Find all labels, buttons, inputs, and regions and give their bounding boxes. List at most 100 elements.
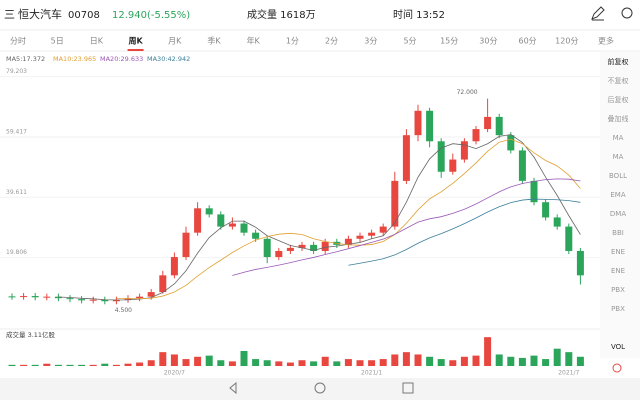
tab[interactable]: 年K bbox=[247, 36, 261, 46]
candle-body bbox=[54, 296, 62, 299]
candle-body bbox=[298, 244, 306, 248]
volume-bar bbox=[20, 364, 28, 366]
nav-home[interactable] bbox=[314, 382, 326, 394]
settings-icon[interactable] bbox=[612, 363, 622, 373]
volume-bar bbox=[321, 356, 329, 366]
tab[interactable]: 5日 bbox=[51, 37, 64, 46]
volume-bar bbox=[530, 355, 538, 366]
volume-bar bbox=[182, 359, 190, 366]
candle-body bbox=[321, 241, 329, 251]
volume-bar bbox=[112, 364, 120, 366]
candle-body bbox=[20, 296, 28, 298]
ma-line bbox=[348, 198, 581, 266]
tab[interactable]: 3分 bbox=[364, 37, 377, 46]
side-menu-item[interactable]: 不复权 bbox=[608, 76, 629, 85]
candle-body bbox=[240, 223, 248, 233]
volume-bar bbox=[368, 360, 376, 366]
candle-body bbox=[205, 208, 213, 215]
tab[interactable]: 2分 bbox=[325, 37, 338, 46]
side-menu-item[interactable]: MA bbox=[613, 153, 624, 161]
side-menu-item[interactable]: 后复权 bbox=[608, 95, 629, 104]
candle-body bbox=[576, 250, 584, 276]
stock-code: 00708 bbox=[68, 10, 100, 21]
volume-bar bbox=[66, 364, 74, 366]
tab[interactable]: 分时 bbox=[10, 36, 26, 46]
back-icon[interactable]: 三 bbox=[4, 8, 15, 21]
volume-bar bbox=[263, 360, 271, 366]
volume-bar bbox=[426, 356, 434, 366]
side-menu-item[interactable]: MA bbox=[613, 134, 624, 142]
volume-bar bbox=[89, 364, 97, 366]
tab[interactable]: 30分 bbox=[479, 37, 497, 46]
x-tick-label: 2021/1 bbox=[361, 370, 382, 377]
volume-bar bbox=[43, 363, 51, 366]
max-label: 72.000 bbox=[457, 89, 478, 96]
time-info: 时间 13:52 bbox=[393, 8, 445, 21]
volume-bar bbox=[542, 359, 550, 366]
tab[interactable]: 15分 bbox=[440, 37, 458, 46]
candle-body bbox=[43, 296, 51, 298]
volume-bar bbox=[54, 364, 62, 366]
volume-bar bbox=[460, 356, 468, 366]
side-menu-item[interactable]: PBX bbox=[611, 305, 625, 313]
candle-body bbox=[356, 235, 364, 239]
ma-line bbox=[116, 138, 581, 300]
edit-icon[interactable] bbox=[591, 6, 605, 21]
tab[interactable]: 周K bbox=[128, 37, 143, 46]
candle-body bbox=[344, 238, 352, 245]
tab[interactable]: 季K bbox=[207, 36, 221, 46]
tab[interactable]: 月K bbox=[168, 37, 182, 46]
candle-body bbox=[542, 202, 550, 218]
candle-body bbox=[66, 298, 74, 300]
volume-bar bbox=[136, 362, 144, 366]
volume-bar bbox=[402, 352, 410, 366]
volume-bar bbox=[228, 361, 236, 366]
candle-body bbox=[553, 217, 561, 227]
tab[interactable]: 1分 bbox=[286, 37, 299, 46]
side-menu-item[interactable]: DMA bbox=[610, 210, 626, 218]
candle-body bbox=[8, 296, 16, 298]
side-menu-item[interactable]: ENE bbox=[611, 267, 625, 275]
stock-price: 12.940(-5.55%) bbox=[112, 10, 190, 21]
tab[interactable]: 120分 bbox=[555, 37, 578, 46]
volume-bar bbox=[170, 354, 178, 366]
volume-bar bbox=[8, 364, 16, 366]
nav-recent[interactable] bbox=[402, 382, 414, 394]
volume-bar bbox=[333, 361, 341, 366]
side-menu-item[interactable]: ENE bbox=[611, 248, 625, 256]
side-menu-item[interactable]: EMA bbox=[610, 191, 625, 199]
volume-bar bbox=[449, 360, 457, 366]
side-panel bbox=[600, 52, 640, 358]
side-menu-item[interactable]: PBX bbox=[611, 286, 625, 294]
volume-bar bbox=[565, 352, 573, 366]
volume-bar bbox=[576, 356, 584, 366]
side-menu-item[interactable]: 叠加线 bbox=[608, 114, 629, 123]
tab[interactable]: 5分 bbox=[403, 37, 416, 46]
candle-body bbox=[286, 247, 294, 251]
nav-back[interactable] bbox=[229, 381, 237, 395]
tab[interactable]: 60分 bbox=[519, 37, 537, 46]
volume-bar bbox=[275, 361, 283, 366]
y-tick-label: 19.806 bbox=[6, 249, 27, 256]
side-menu-item[interactable]: BBI bbox=[612, 229, 624, 237]
side-menu-item[interactable]: 前复权 bbox=[608, 57, 629, 66]
volume-bar bbox=[252, 359, 260, 366]
search-icon[interactable] bbox=[621, 7, 633, 19]
candle-body bbox=[518, 150, 526, 181]
candle-body bbox=[426, 110, 434, 142]
volume-bar bbox=[507, 356, 515, 366]
candle-body bbox=[275, 250, 283, 258]
side-menu-item[interactable]: VOL bbox=[611, 343, 625, 351]
tab[interactable]: 日K bbox=[90, 37, 104, 46]
side-menu-item[interactable]: BOLL bbox=[609, 172, 627, 180]
nav-bar bbox=[0, 378, 640, 400]
candle-body bbox=[170, 257, 178, 276]
candle-body bbox=[136, 296, 144, 299]
candle-body bbox=[78, 299, 86, 301]
candle-body bbox=[310, 244, 318, 251]
candle-body bbox=[437, 141, 445, 172]
candle-body bbox=[228, 223, 236, 227]
tab[interactable]: 更多 bbox=[598, 36, 614, 46]
candle-body bbox=[101, 299, 109, 302]
